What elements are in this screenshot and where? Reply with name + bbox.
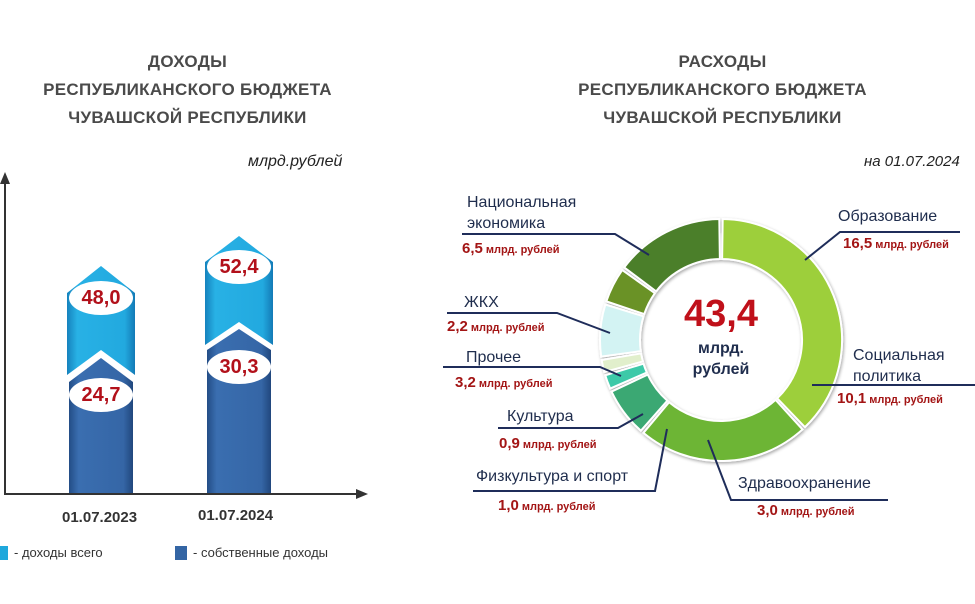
donut-center-unit-line-2: рублей <box>692 361 750 378</box>
segment-value-education: 16,5 млрд. рублей <box>843 235 949 252</box>
legend-swatch-light-blue <box>0 545 8 560</box>
segment-value-other: 3,2 млрд. рублей <box>455 374 553 391</box>
expenses-title-line-3: ЧУВАШСКОЙ РЕСПУБЛИКИ <box>603 108 842 127</box>
bar-2024-own-value: 30,3 <box>207 350 271 384</box>
segment-value-education-unit: млрд. рублей <box>875 239 949 251</box>
segment-label-culture-text: Культура <box>507 408 574 425</box>
segment-label-social-line-1: Социальная <box>853 347 945 364</box>
x-label-2024: 01.07.2024 <box>198 507 274 524</box>
segment-value-health-number: 3,0 <box>757 502 778 519</box>
segment-value-housing-number: 2,2 <box>447 318 468 335</box>
segment-value-social-unit: млрд. рублей <box>869 394 943 406</box>
legend-swatch-dark-blue <box>175 545 187 560</box>
segment-value-other-unit: млрд. рублей <box>478 378 553 390</box>
income-title-line-1: ДОХОДЫ <box>147 52 228 71</box>
segment-label-economy: Национальная экономика <box>467 192 576 234</box>
segment-value-culture-unit: млрд. рублей <box>522 439 597 451</box>
donut-center-total: 43,4 <box>684 293 758 335</box>
x-label-2023: 01.07.2023 <box>62 509 138 526</box>
segment-value-health-unit: млрд. рублей <box>780 506 855 518</box>
legend-own-income: - собственные доходы <box>175 545 328 560</box>
income-unit-label: млрд.рублей <box>248 153 343 170</box>
expenses-date: на 01.07.2024 <box>864 153 960 170</box>
segment-value-other-number: 3,2 <box>455 374 476 391</box>
bar-2023-total-value: 48,0 <box>69 281 133 315</box>
expenses-title-line-2: РЕСПУБЛИКАНСКОГО БЮДЖЕТА <box>578 80 867 99</box>
donut-segment-other <box>599 303 645 358</box>
segment-value-social-number: 10,1 <box>837 390 867 407</box>
segment-value-housing-unit: млрд. рублей <box>470 322 545 334</box>
segment-value-culture-number: 0,9 <box>499 435 520 452</box>
expenses-title: РАСХОДЫ РЕСПУБЛИКАНСКОГО БЮДЖЕТА ЧУВАШСК… <box>550 48 895 132</box>
income-title: ДОХОДЫ РЕСПУБЛИКАНСКОГО БЮДЖЕТА ЧУВАШСКО… <box>20 48 355 132</box>
segment-value-economy-unit: млрд. рублей <box>485 244 560 256</box>
donut-segment-economy <box>622 217 721 293</box>
segment-value-social: 10,1 млрд. рублей <box>837 390 943 407</box>
donut-segment-education <box>721 217 843 429</box>
expenses-donut-chart <box>599 217 843 462</box>
segment-label-education: Образование <box>838 206 937 227</box>
segment-label-economy-line-1: Национальная <box>467 194 577 211</box>
donut-segment-housing <box>605 268 657 316</box>
expenses-title-line-1: РАСХОДЫ <box>678 52 767 71</box>
segment-value-sport-number: 1,0 <box>498 497 519 514</box>
segment-label-housing: ЖКХ <box>464 292 499 313</box>
segment-value-education-number: 16,5 <box>843 235 873 252</box>
leader-lines <box>443 231 975 501</box>
segment-value-sport: 1,0 млрд. рублей <box>498 497 596 514</box>
segment-label-other: Прочее <box>466 347 521 368</box>
segment-value-housing: 2,2 млрд. рублей <box>447 318 545 335</box>
donut-segment-social <box>642 398 804 462</box>
segment-value-health: 3,0 млрд. рублей <box>757 502 855 519</box>
bar-2024-total-value: 52,4 <box>207 250 271 284</box>
donut-center-unit-line-1: млрд. <box>698 340 744 357</box>
segment-value-economy-number: 6,5 <box>462 240 483 257</box>
legend-total-income: - доходы всего <box>0 545 103 560</box>
y-axis <box>0 172 10 495</box>
segment-label-economy-line-2: экономика <box>467 215 546 232</box>
income-title-line-3: ЧУВАШСКОЙ РЕСПУБЛИКИ <box>68 108 307 127</box>
segment-label-social: Социальная политика <box>853 345 945 387</box>
segment-label-education-text: Образование <box>838 208 938 225</box>
segment-label-sport: Физкультура и спорт <box>476 466 628 487</box>
donut-center-unit: млрд. рублей <box>661 338 781 380</box>
segment-label-other-text: Прочее <box>466 349 522 366</box>
segment-label-sport-text: Физкультура и спорт <box>476 468 629 485</box>
segment-value-economy: 6,5 млрд. рублей <box>462 240 560 257</box>
legend-own-income-label: - собственные доходы <box>193 545 329 560</box>
segment-label-housing-text: ЖКХ <box>464 294 499 311</box>
income-title-line-2: РЕСПУБЛИКАНСКОГО БЮДЖЕТА <box>43 80 332 99</box>
x-axis <box>5 489 368 499</box>
segment-label-culture: Культура <box>507 406 574 427</box>
donut-segment-sport <box>604 362 649 390</box>
segment-label-health: Здравоохранение <box>738 473 871 494</box>
segment-label-social-line-2: политика <box>853 368 921 385</box>
segment-value-culture: 0,9 млрд. рублей <box>499 435 597 452</box>
segment-label-health-text: Здравоохранение <box>738 475 871 492</box>
bar-2023-own-value: 24,7 <box>69 378 133 412</box>
segment-value-sport-unit: млрд. рублей <box>521 501 596 513</box>
legend-total-income-label: - доходы всего <box>14 545 103 560</box>
